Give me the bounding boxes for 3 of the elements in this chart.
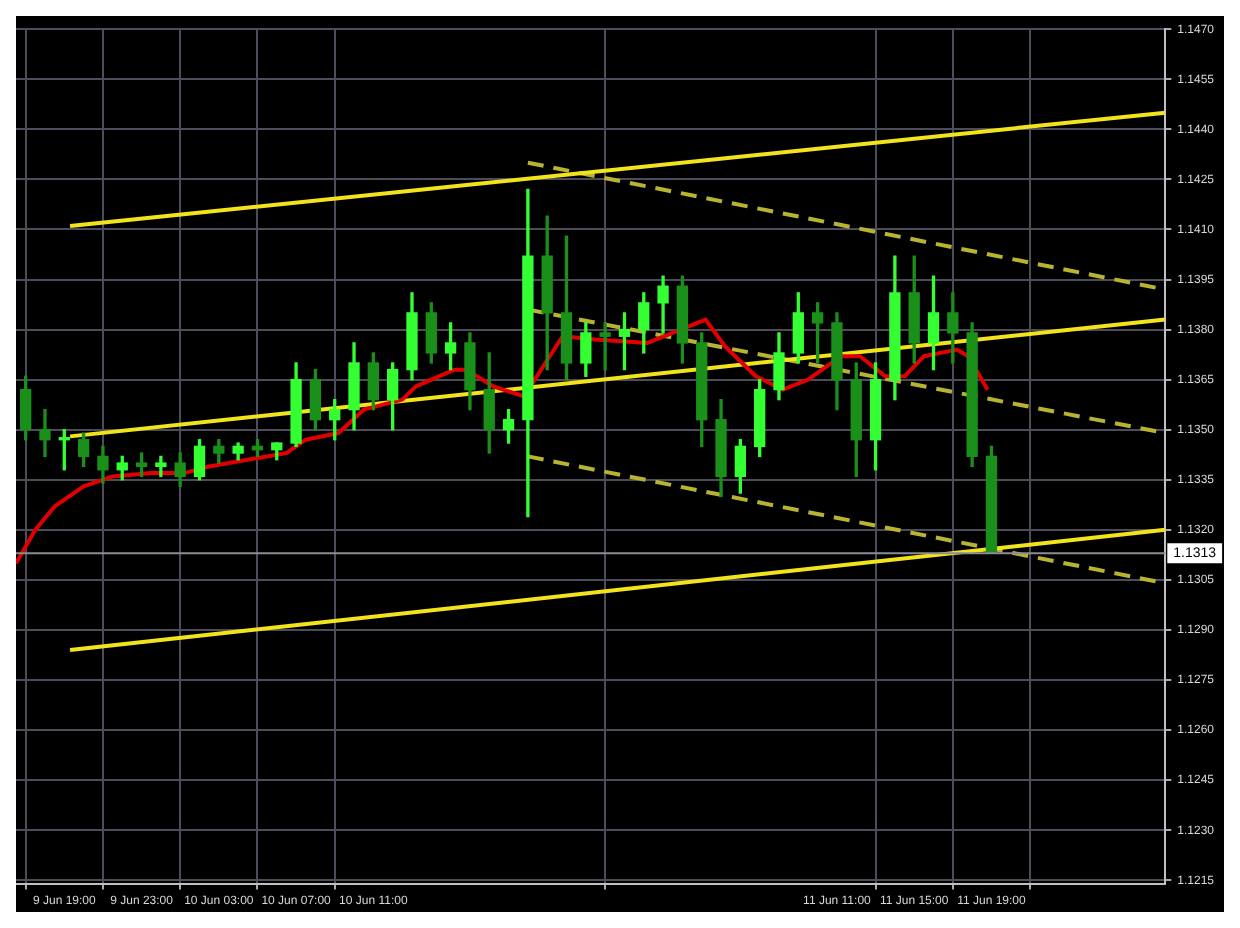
candlestick [599,322,611,371]
candlestick [155,455,167,478]
candlestick [39,409,51,458]
